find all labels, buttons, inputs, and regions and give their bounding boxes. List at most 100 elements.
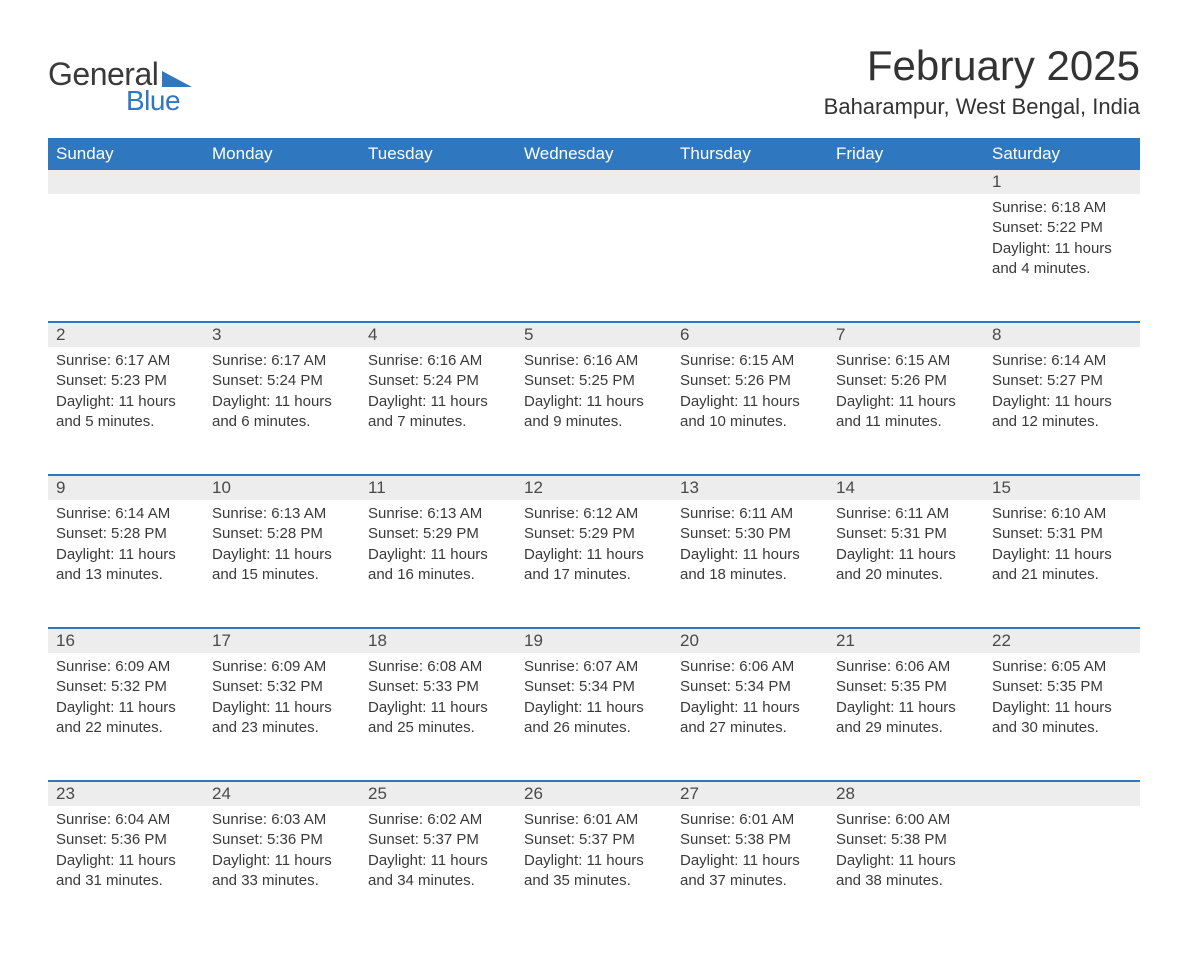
weekday-header: Wednesday <box>516 138 672 170</box>
sunset-line: Sunset: 5:27 PM <box>992 371 1132 391</box>
day-number: 21 <box>828 629 984 653</box>
day-number: 5 <box>516 323 672 347</box>
daylight-line: Daylight: 11 hours and 12 minutes. <box>992 392 1132 433</box>
calendar-cell: Sunrise: 6:16 AMSunset: 5:24 PMDaylight:… <box>360 347 516 475</box>
calendar-cell: Sunrise: 6:12 AMSunset: 5:29 PMDaylight:… <box>516 500 672 628</box>
sunset-line: Sunset: 5:35 PM <box>992 677 1132 697</box>
day-details: Sunrise: 6:07 AMSunset: 5:34 PMDaylight:… <box>516 653 672 746</box>
daylight-line: Daylight: 11 hours and 5 minutes. <box>56 392 196 433</box>
daynum-row: 2345678 <box>48 323 1140 347</box>
sunset-line: Sunset: 5:22 PM <box>992 218 1132 238</box>
daylight-line: Daylight: 11 hours and 16 minutes. <box>368 545 508 586</box>
day-details: Sunrise: 6:15 AMSunset: 5:26 PMDaylight:… <box>672 347 828 440</box>
calendar: SundayMondayTuesdayWednesdayThursdayFrid… <box>48 138 1140 934</box>
day-number: 9 <box>48 476 204 500</box>
daynum-row: 9101112131415 <box>48 476 1140 500</box>
sunrise-line: Sunrise: 6:17 AM <box>56 351 196 371</box>
daylight-line: Daylight: 11 hours and 6 minutes. <box>212 392 352 433</box>
sunset-line: Sunset: 5:25 PM <box>524 371 664 391</box>
day-number: 25 <box>360 782 516 806</box>
day-details: Sunrise: 6:17 AMSunset: 5:24 PMDaylight:… <box>204 347 360 440</box>
calendar-cell: Sunrise: 6:17 AMSunset: 5:23 PMDaylight:… <box>48 347 204 475</box>
sunrise-line: Sunrise: 6:02 AM <box>368 810 508 830</box>
day-details: Sunrise: 6:01 AMSunset: 5:38 PMDaylight:… <box>672 806 828 899</box>
calendar-cell <box>984 806 1140 934</box>
daylight-line: Daylight: 11 hours and 22 minutes. <box>56 698 196 739</box>
daylight-line: Daylight: 11 hours and 18 minutes. <box>680 545 820 586</box>
sunrise-line: Sunrise: 6:13 AM <box>212 504 352 524</box>
day-details: Sunrise: 6:10 AMSunset: 5:31 PMDaylight:… <box>984 500 1140 593</box>
day-number: 27 <box>672 782 828 806</box>
calendar-cell: Sunrise: 6:14 AMSunset: 5:28 PMDaylight:… <box>48 500 204 628</box>
sunset-line: Sunset: 5:38 PM <box>836 830 976 850</box>
sunrise-line: Sunrise: 6:15 AM <box>836 351 976 371</box>
day-content-row: Sunrise: 6:14 AMSunset: 5:28 PMDaylight:… <box>48 500 1140 628</box>
day-number: 22 <box>984 629 1140 653</box>
header: General Blue February 2025 Baharampur, W… <box>48 30 1140 132</box>
sunset-line: Sunset: 5:33 PM <box>368 677 508 697</box>
calendar-cell <box>360 194 516 322</box>
calendar-cell: Sunrise: 6:17 AMSunset: 5:24 PMDaylight:… <box>204 347 360 475</box>
day-details: Sunrise: 6:18 AMSunset: 5:22 PMDaylight:… <box>984 194 1140 287</box>
calendar-cell: Sunrise: 6:09 AMSunset: 5:32 PMDaylight:… <box>204 653 360 781</box>
day-number: 2 <box>48 323 204 347</box>
sunset-line: Sunset: 5:37 PM <box>368 830 508 850</box>
sunrise-line: Sunrise: 6:06 AM <box>680 657 820 677</box>
day-number: 18 <box>360 629 516 653</box>
sunrise-line: Sunrise: 6:01 AM <box>680 810 820 830</box>
day-details: Sunrise: 6:12 AMSunset: 5:29 PMDaylight:… <box>516 500 672 593</box>
calendar-cell: Sunrise: 6:13 AMSunset: 5:29 PMDaylight:… <box>360 500 516 628</box>
sunset-line: Sunset: 5:24 PM <box>368 371 508 391</box>
calendar-cell <box>828 194 984 322</box>
sunset-line: Sunset: 5:31 PM <box>992 524 1132 544</box>
calendar-cell: Sunrise: 6:11 AMSunset: 5:30 PMDaylight:… <box>672 500 828 628</box>
day-details: Sunrise: 6:13 AMSunset: 5:28 PMDaylight:… <box>204 500 360 593</box>
calendar-cell: Sunrise: 6:01 AMSunset: 5:37 PMDaylight:… <box>516 806 672 934</box>
day-details: Sunrise: 6:02 AMSunset: 5:37 PMDaylight:… <box>360 806 516 899</box>
daylight-line: Daylight: 11 hours and 31 minutes. <box>56 851 196 892</box>
day-details: Sunrise: 6:04 AMSunset: 5:36 PMDaylight:… <box>48 806 204 899</box>
sunrise-line: Sunrise: 6:14 AM <box>992 351 1132 371</box>
daylight-line: Daylight: 11 hours and 4 minutes. <box>992 239 1132 280</box>
daylight-line: Daylight: 11 hours and 37 minutes. <box>680 851 820 892</box>
day-details: Sunrise: 6:06 AMSunset: 5:34 PMDaylight:… <box>672 653 828 746</box>
day-number: 28 <box>828 782 984 806</box>
daylight-line: Daylight: 11 hours and 9 minutes. <box>524 392 664 433</box>
sunrise-line: Sunrise: 6:16 AM <box>524 351 664 371</box>
weekday-header: Saturday <box>984 138 1140 170</box>
day-details: Sunrise: 6:08 AMSunset: 5:33 PMDaylight:… <box>360 653 516 746</box>
day-details: Sunrise: 6:09 AMSunset: 5:32 PMDaylight:… <box>204 653 360 746</box>
location: Baharampur, West Bengal, India <box>824 94 1140 120</box>
day-number: 20 <box>672 629 828 653</box>
daylight-line: Daylight: 11 hours and 29 minutes. <box>836 698 976 739</box>
day-details: Sunrise: 6:09 AMSunset: 5:32 PMDaylight:… <box>48 653 204 746</box>
sunrise-line: Sunrise: 6:08 AM <box>368 657 508 677</box>
sunset-line: Sunset: 5:34 PM <box>524 677 664 697</box>
daylight-line: Daylight: 11 hours and 26 minutes. <box>524 698 664 739</box>
day-content-row: Sunrise: 6:17 AMSunset: 5:23 PMDaylight:… <box>48 347 1140 475</box>
sunset-line: Sunset: 5:34 PM <box>680 677 820 697</box>
calendar-cell: Sunrise: 6:01 AMSunset: 5:38 PMDaylight:… <box>672 806 828 934</box>
sunrise-line: Sunrise: 6:05 AM <box>992 657 1132 677</box>
calendar-cell: Sunrise: 6:18 AMSunset: 5:22 PMDaylight:… <box>984 194 1140 322</box>
day-number: 12 <box>516 476 672 500</box>
sunset-line: Sunset: 5:35 PM <box>836 677 976 697</box>
daynum-row: 232425262728 <box>48 782 1140 806</box>
daynum-row: 1 <box>48 170 1140 194</box>
daylight-line: Daylight: 11 hours and 21 minutes. <box>992 545 1132 586</box>
calendar-cell: Sunrise: 6:06 AMSunset: 5:34 PMDaylight:… <box>672 653 828 781</box>
day-content-row: Sunrise: 6:09 AMSunset: 5:32 PMDaylight:… <box>48 653 1140 781</box>
calendar-cell: Sunrise: 6:14 AMSunset: 5:27 PMDaylight:… <box>984 347 1140 475</box>
daylight-line: Daylight: 11 hours and 7 minutes. <box>368 392 508 433</box>
page: General Blue February 2025 Baharampur, W… <box>0 0 1188 974</box>
weekday-header: Monday <box>204 138 360 170</box>
day-details: Sunrise: 6:11 AMSunset: 5:30 PMDaylight:… <box>672 500 828 593</box>
day-details: Sunrise: 6:05 AMSunset: 5:35 PMDaylight:… <box>984 653 1140 746</box>
sunset-line: Sunset: 5:36 PM <box>56 830 196 850</box>
day-number: 8 <box>984 323 1140 347</box>
sunset-line: Sunset: 5:29 PM <box>368 524 508 544</box>
day-details: Sunrise: 6:00 AMSunset: 5:38 PMDaylight:… <box>828 806 984 899</box>
day-number: 14 <box>828 476 984 500</box>
day-details: Sunrise: 6:14 AMSunset: 5:27 PMDaylight:… <box>984 347 1140 440</box>
day-details: Sunrise: 6:11 AMSunset: 5:31 PMDaylight:… <box>828 500 984 593</box>
